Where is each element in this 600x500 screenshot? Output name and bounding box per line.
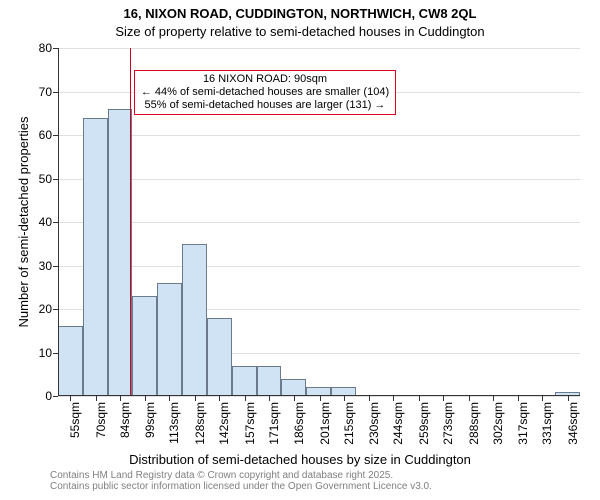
grid-line (58, 222, 580, 223)
chart-title-line1: 16, NIXON ROAD, CUDDINGTON, NORTHWICH, C… (0, 6, 600, 21)
x-tick-label: 317sqm (516, 359, 530, 402)
y-axis-line (58, 48, 59, 396)
x-tick-label: 230sqm (367, 359, 381, 402)
x-tick-label: 288sqm (467, 359, 481, 402)
y-tick-label: 40 (39, 215, 58, 229)
x-tick-label: 186sqm (292, 359, 306, 402)
grid-line (58, 48, 580, 49)
chart-title-line2: Size of property relative to semi-detach… (0, 24, 600, 39)
y-tick-label: 20 (39, 302, 58, 316)
y-tick-label: 80 (39, 41, 58, 55)
footer-attribution: Contains HM Land Registry data © Crown c… (50, 470, 432, 492)
histogram-bar (83, 118, 108, 396)
y-tick-label: 10 (39, 346, 58, 360)
x-tick-label: 215sqm (342, 359, 356, 402)
y-tick-label: 0 (45, 389, 58, 403)
x-tick-label: 259sqm (417, 359, 431, 402)
grid-line (58, 135, 580, 136)
x-tick-label: 302sqm (491, 359, 505, 402)
annotation-line2: ← 44% of semi-detached houses are smalle… (141, 86, 389, 99)
property-marker-line (130, 48, 131, 396)
x-tick-label: 84sqm (118, 366, 132, 402)
x-tick-label: 128sqm (193, 359, 207, 402)
footer-line1: Contains HM Land Registry data © Crown c… (50, 470, 432, 481)
histogram-bar (108, 109, 133, 396)
x-tick-label: 157sqm (243, 359, 257, 402)
x-tick-label: 244sqm (391, 359, 405, 402)
x-tick-label: 201sqm (318, 359, 332, 402)
x-tick-label: 113sqm (167, 360, 181, 402)
annotation-callout: 16 NIXON ROAD: 90sqm ← 44% of semi-detac… (134, 70, 396, 116)
x-tick-label: 99sqm (143, 366, 157, 402)
plot-area: 0102030405060708055sqm70sqm84sqm99sqm113… (58, 48, 580, 396)
annotation-line1: 16 NIXON ROAD: 90sqm (141, 73, 389, 86)
x-tick-label: 142sqm (217, 359, 231, 402)
footer-line2: Contains public sector information licen… (50, 481, 432, 492)
grid-line (58, 266, 580, 267)
y-tick-label: 50 (39, 172, 58, 186)
x-tick-label: 273sqm (441, 359, 455, 402)
x-tick-label: 171sqm (267, 359, 281, 402)
y-tick-label: 30 (39, 259, 58, 273)
x-tick-label: 346sqm (566, 359, 580, 402)
x-tick-label: 70sqm (94, 366, 108, 402)
annotation-line3: 55% of semi-detached houses are larger (… (141, 99, 389, 112)
grid-line (58, 179, 580, 180)
property-size-chart: 16, NIXON ROAD, CUDDINGTON, NORTHWICH, C… (0, 0, 600, 500)
x-axis-label: Distribution of semi-detached houses by … (0, 452, 600, 467)
x-tick-label: 55sqm (68, 366, 82, 402)
y-tick-label: 70 (39, 85, 58, 99)
y-tick-label: 60 (39, 128, 58, 142)
y-axis-label: Number of semi-detached properties (16, 117, 31, 328)
x-tick-label: 331sqm (540, 359, 554, 402)
